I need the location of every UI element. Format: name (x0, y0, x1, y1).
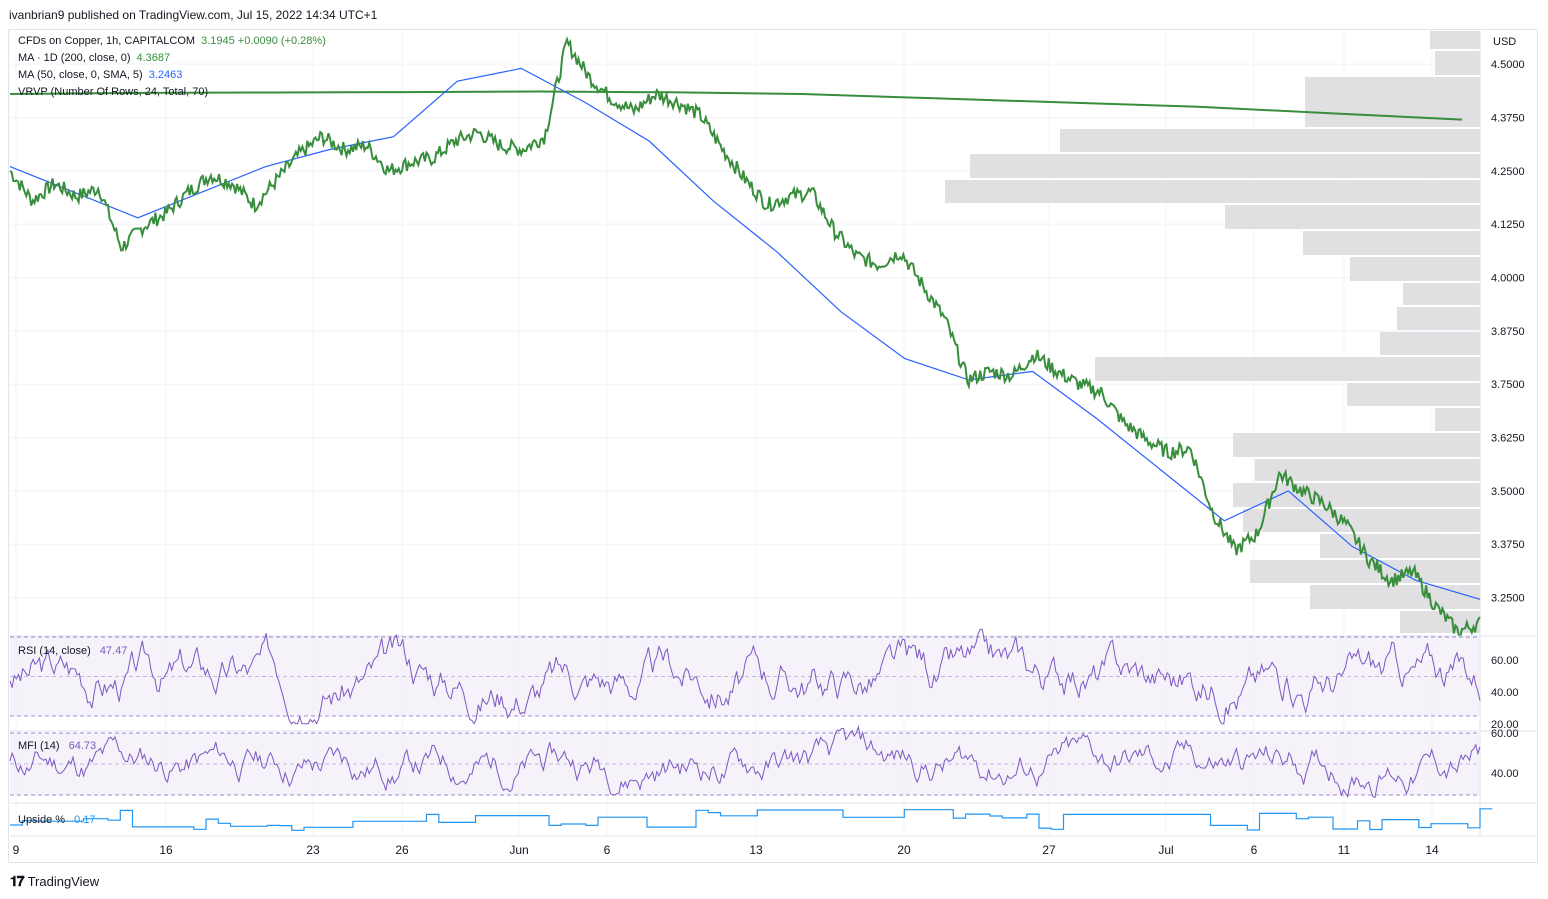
price-tick-label: 3.3750 (1491, 539, 1525, 551)
vrvp-bar (1233, 483, 1480, 507)
rsi-label-text: RSI (14, close) (18, 645, 91, 657)
vrvp-bar (1347, 383, 1480, 406)
footer-brand[interactable]: 𝟏𝟕 TradingView (10, 873, 99, 890)
volume-profile (945, 31, 1480, 633)
date-tick-label: 20 (897, 843, 911, 857)
mfi-value: 64.73 (68, 740, 97, 752)
date-tick-label: 11 (1338, 843, 1351, 857)
upside-line (10, 808, 1493, 831)
legend-ma50[interactable]: MA (50, close, 0, SMA, 5) 3.2463 (18, 69, 182, 81)
date-tick-label: 27 (1042, 843, 1056, 857)
date-tick-label: 13 (749, 843, 763, 857)
date-tick-label: Jul (1158, 843, 1173, 857)
vrvp-bar (945, 180, 1480, 203)
legend-ma50-value: 3.2463 (148, 69, 183, 81)
footer-brand-text: TradingView (27, 874, 100, 889)
legend-ma200[interactable]: MA · 1D (200, close, 0) 4.3687 (18, 52, 170, 64)
mfi-line (9, 724, 1481, 799)
vrvp-bar (1095, 357, 1480, 381)
price-tick-label: 3.5000 (1491, 486, 1525, 498)
date-tick-label: 14 (1425, 843, 1439, 857)
mfi-tick: 60.00 (1491, 728, 1519, 740)
legend-ma200-name: MA · 1D (200, close, 0) (18, 52, 131, 64)
legend-price-name: CFDs on Copper, 1h, CAPITALCOM (18, 35, 196, 47)
vrvp-bar (1320, 534, 1480, 558)
price-tick-label: 3.6250 (1491, 433, 1525, 445)
vrvp-bar (1435, 408, 1480, 431)
date-tick-label: 23 (306, 843, 320, 857)
mfi-label[interactable]: MFI (14) 64.73 (18, 740, 96, 752)
upside-value: 0.17 (74, 814, 96, 826)
mfi-tick: 40.00 (1491, 768, 1519, 780)
vrvp-bar (1430, 31, 1480, 49)
vrvp-bar (1243, 509, 1480, 532)
vrvp-bar (1250, 560, 1480, 583)
date-axis: 9 16 23 26 Jun 6 13 20 27 Jul 6 11 14 (13, 843, 1439, 857)
price-tick-label: 3.8750 (1491, 326, 1525, 338)
vrvp-bar (1403, 283, 1480, 305)
date-tick-label: Jun (509, 843, 528, 857)
rsi-tick: 40.00 (1491, 687, 1519, 699)
vrvp-bar (1397, 307, 1480, 330)
upside-label[interactable]: Upside % 0.17 (18, 814, 96, 826)
vrvp-bar (1310, 585, 1480, 609)
publisher-line: ivanbrian9 published on TradingView.com,… (9, 8, 378, 22)
rsi-tick: 20.00 (1491, 719, 1519, 731)
rsi-tick: 60.00 (1491, 655, 1519, 667)
rsi-value: 47.47 (99, 645, 128, 657)
currency-label: USD (1493, 36, 1516, 48)
price-tick-label: 3.7500 (1491, 379, 1525, 391)
legend-price-value: 3.1945 +0.0090 (+0.28%) (201, 35, 326, 47)
ma200-line (9, 90, 1463, 121)
legend-price[interactable]: CFDs on Copper, 1h, CAPITALCOM 3.1945 +0.… (18, 35, 326, 47)
price-tick-label: 4.0000 (1491, 273, 1525, 285)
price-line (9, 36, 1481, 638)
vrvp-bar (1303, 231, 1480, 255)
price-tick-label: 3.2500 (1491, 593, 1525, 605)
series-layer (9, 36, 1481, 638)
date-tick-label: 6 (1251, 843, 1258, 857)
legend-vrvp-name: VRVP (Number Of Rows, 24, Total, 70) (18, 86, 209, 98)
price-tick-label: 4.1250 (1491, 219, 1525, 231)
vrvp-bar (970, 154, 1480, 178)
vrvp-bar (1225, 205, 1480, 229)
legend-vrvp[interactable]: VRVP (Number Of Rows, 24, Total, 70) (18, 86, 208, 98)
rsi-label[interactable]: RSI (14, close) 47.47 (18, 645, 127, 657)
legend-ma50-name: MA (50, close, 0, SMA, 5) (18, 69, 143, 81)
price-axis: 4.5000 4.3750 4.2500 4.1250 4.0000 3.8750 3.75… (1491, 36, 1525, 605)
date-tick-label: 26 (395, 843, 409, 857)
rsi-line (9, 628, 1481, 725)
tradingview-logo-icon: 𝟏𝟕 (10, 873, 25, 889)
ma50-line (9, 67, 1481, 600)
legend-ma200-value: 4.3687 (136, 52, 171, 64)
date-tick-label: 9 (13, 843, 20, 857)
date-tick-label: 6 (604, 843, 611, 857)
vrvp-bar (1060, 129, 1480, 152)
price-tick-label: 4.3750 (1491, 112, 1525, 124)
vrvp-bar (1233, 433, 1480, 457)
vrvp-bar (1400, 611, 1480, 633)
vrvp-bar (1255, 459, 1480, 481)
upside-label-text: Upside % (18, 814, 66, 826)
mfi-label-text: MFI (14) (18, 740, 60, 752)
chart-frame (8, 29, 1538, 863)
vrvp-bar (1435, 51, 1480, 75)
date-tick-label: 16 (159, 843, 173, 857)
vrvp-bar (1350, 257, 1480, 281)
price-tick-label: 4.2500 (1491, 166, 1525, 178)
price-tick-label: 4.5000 (1491, 59, 1525, 71)
vrvp-bar (1380, 332, 1480, 355)
